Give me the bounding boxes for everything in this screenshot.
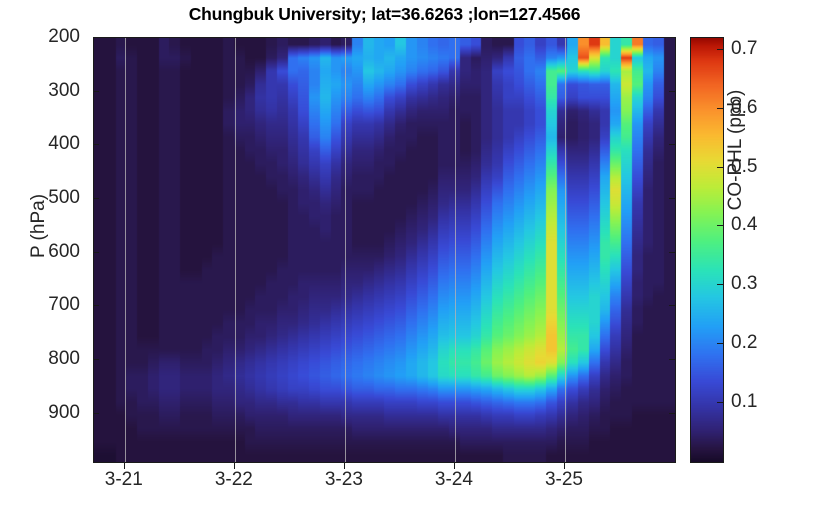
y-tick-mark-900 xyxy=(93,413,99,414)
y-tick-label-600: 600 xyxy=(48,240,80,262)
y-tick-label-500: 500 xyxy=(48,187,80,208)
colorbar-tick-mark-0.7 xyxy=(717,49,723,50)
x-tick-label-3-23: 3-23 xyxy=(324,469,363,490)
x-tick-mark-3-24 xyxy=(454,463,455,469)
colorbar-tick-mark-0.2 xyxy=(717,343,723,344)
colorbar-tick-mark-0.5 xyxy=(717,167,723,168)
heatmap-axes[interactable] xyxy=(93,37,676,463)
colorbar-tick-label-0.4: 0.4 xyxy=(731,214,758,236)
y-tick-mark-right-500 xyxy=(669,198,675,199)
gridline-3-21 xyxy=(125,38,126,462)
colorbar-tick-label-0.5: 0.5 xyxy=(731,155,758,177)
y-tick-mark-600 xyxy=(93,252,99,253)
colorbar-tick-mark-0.4 xyxy=(717,225,723,226)
y-tick-label-400: 400 xyxy=(48,133,80,155)
gridline-3-22 xyxy=(235,38,236,462)
y-tick-mark-right-600 xyxy=(669,252,675,253)
heatmap-image xyxy=(94,38,675,462)
y-tick-label-700: 700 xyxy=(48,294,80,316)
y-tick-mark-right-700 xyxy=(669,305,675,306)
y-tick-mark-right-900 xyxy=(669,413,675,414)
y-tick-label-900: 900 xyxy=(48,401,80,423)
y-tick-label-200: 200 xyxy=(48,26,80,47)
y-tick-mark-800 xyxy=(93,359,99,360)
y-tick-mark-400 xyxy=(93,144,99,145)
x-tick-mark-3-21 xyxy=(124,463,125,469)
page-title: Chungbuk University; lat=36.6263 ;lon=12… xyxy=(188,4,581,24)
colorbar[interactable] xyxy=(690,37,724,463)
colorbar-gradient xyxy=(691,38,723,462)
y-tick-mark-right-200 xyxy=(669,37,675,38)
x-tick-mark-3-25 xyxy=(564,463,565,469)
y-tick-mark-right-400 xyxy=(669,144,675,145)
y-tick-mark-700 xyxy=(93,305,99,306)
gridline-3-23 xyxy=(345,38,346,462)
x-tick-label-3-25: 3-25 xyxy=(544,469,583,490)
colorbar-label: CO-PHL (ppb) xyxy=(725,89,746,211)
colorbar-tick-label-0.7: 0.7 xyxy=(731,37,758,59)
y-tick-mark-right-800 xyxy=(669,359,675,360)
colorbar-tick-mark-0.3 xyxy=(717,284,723,285)
y-tick-label-800: 800 xyxy=(48,348,80,370)
colorbar-tick-label-0.6: 0.6 xyxy=(731,96,758,118)
x-tick-mark-3-23 xyxy=(344,463,345,469)
gridline-3-24 xyxy=(455,38,456,462)
x-tick-label-3-24: 3-24 xyxy=(434,469,473,490)
colorbar-tick-label-0.3: 0.3 xyxy=(731,273,758,295)
colorbar-tick-mark-0.1 xyxy=(717,402,723,403)
y-tick-mark-right-300 xyxy=(669,91,675,92)
y-tick-mark-300 xyxy=(93,91,99,92)
colorbar-tick-label-0.1: 0.1 xyxy=(731,391,758,413)
x-tick-label-3-21: 3-21 xyxy=(104,469,143,490)
y-axis-label: P (hPa) xyxy=(28,193,49,259)
x-tick-label-3-22: 3-22 xyxy=(214,469,253,490)
gridline-3-25 xyxy=(565,38,566,462)
colorbar-tick-label-0.2: 0.2 xyxy=(731,332,758,354)
colorbar-tick-mark-0.6 xyxy=(717,108,723,109)
y-tick-mark-500 xyxy=(93,198,99,199)
y-tick-mark-200 xyxy=(93,37,99,38)
y-tick-label-300: 300 xyxy=(48,79,80,101)
x-tick-mark-3-22 xyxy=(234,463,235,469)
